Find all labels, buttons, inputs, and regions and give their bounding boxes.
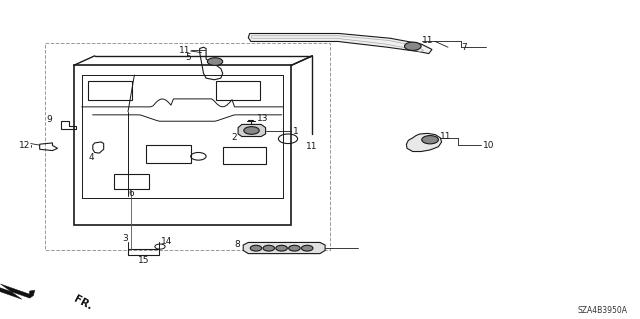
Circle shape	[422, 136, 438, 144]
Bar	[114, 174, 149, 189]
Circle shape	[207, 58, 223, 65]
Polygon shape	[238, 124, 266, 137]
Text: 2: 2	[232, 133, 237, 142]
Text: 8: 8	[234, 240, 240, 249]
Text: 11: 11	[422, 36, 434, 45]
Text: 11: 11	[306, 142, 317, 151]
Circle shape	[276, 245, 287, 251]
Text: 5: 5	[185, 53, 191, 62]
Circle shape	[301, 245, 313, 251]
Text: 14: 14	[161, 237, 173, 246]
Polygon shape	[0, 284, 35, 299]
Text: 7: 7	[461, 43, 467, 52]
Circle shape	[404, 42, 421, 50]
Bar	[146, 145, 191, 163]
Circle shape	[250, 245, 262, 251]
Bar	[223, 147, 266, 164]
Text: 3: 3	[122, 234, 127, 243]
Text: 12: 12	[19, 141, 31, 150]
Text: 10: 10	[483, 141, 495, 150]
Text: SZA4B3950A: SZA4B3950A	[577, 306, 627, 315]
Bar	[216, 81, 260, 100]
Polygon shape	[243, 242, 325, 254]
Text: 15: 15	[138, 256, 149, 265]
Text: 1: 1	[293, 127, 299, 136]
Text: 13: 13	[257, 114, 269, 123]
Text: 4: 4	[88, 153, 93, 162]
Text: 11: 11	[179, 46, 191, 55]
Bar	[88, 81, 132, 100]
Circle shape	[244, 127, 259, 134]
Text: 11: 11	[440, 132, 452, 141]
Polygon shape	[406, 133, 442, 152]
Polygon shape	[248, 33, 432, 54]
Text: 9: 9	[47, 115, 52, 124]
Circle shape	[263, 245, 275, 251]
Circle shape	[289, 245, 300, 251]
Text: FR.: FR.	[72, 294, 93, 312]
Bar	[45, 43, 330, 250]
Text: 6: 6	[129, 189, 134, 198]
